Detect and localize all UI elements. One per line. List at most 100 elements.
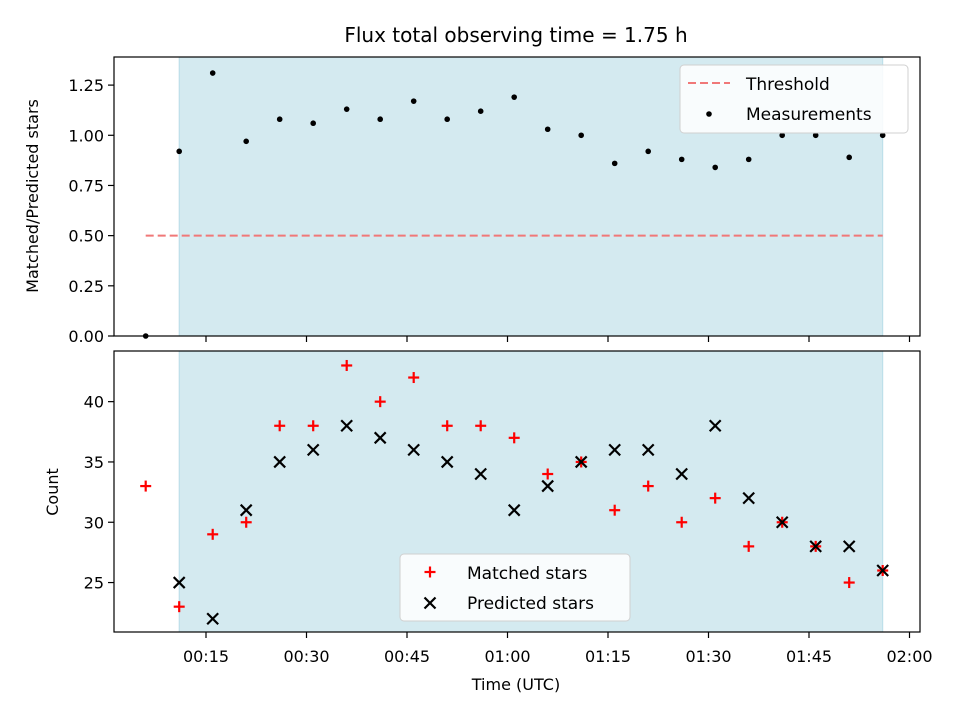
predicted-star-marker-14 — [641, 443, 655, 457]
predicted-star-marker-17 — [742, 491, 755, 505]
measurement-point-9 — [444, 116, 451, 123]
bottom-axes-frame — [113, 350, 921, 633]
legend-matched-swatch — [424, 566, 436, 578]
predicted-star-marker-18-b — [775, 515, 789, 529]
matched-star-marker-14 — [609, 504, 621, 516]
chart-title: Flux total observing time = 1.75 h — [344, 23, 687, 47]
bottom-x-ticks: 00:15 00:30 00:45 01:00 01:15 01:30 01:45 02:00 — [183, 632, 933, 666]
predicted-star-marker-1-b — [206, 612, 219, 626]
matched-star-marker-10 — [475, 420, 487, 432]
top-y-tick-label-5: 1.25 — [68, 76, 104, 95]
measurement-points-layer — [142, 70, 886, 339]
x-tick-label-5: 01:30 — [685, 647, 731, 666]
x-tick-label-4: 01:15 — [585, 647, 631, 666]
predicted-star-marker-6 — [373, 431, 387, 445]
predicted-star-marker-16 — [708, 419, 722, 433]
top-legend: Threshold Measurements — [679, 64, 909, 134]
measurement-point-18 — [745, 156, 752, 163]
predicted-star-marker-11 — [541, 479, 554, 493]
predicted-star-marker-18 — [775, 515, 789, 529]
bottom-y-tick-label-3: 40 — [84, 393, 104, 412]
measurement-point-11 — [511, 94, 517, 100]
matched-star-marker-17 — [709, 492, 721, 504]
matched-star-marker-7 — [374, 396, 386, 408]
predicted-star-marker-3 — [273, 455, 286, 469]
bottom-legend-box — [399, 553, 631, 622]
predicted-star-marker-7 — [407, 443, 420, 457]
top-panel: 0.00 0.25 0.50 0.75 1.00 1.25 Matched/Predict… — [23, 56, 921, 346]
legend-measurements-label: Measurements — [746, 105, 872, 125]
matched-star-marker-4 — [274, 420, 286, 432]
matched-star-marker-9 — [441, 420, 453, 432]
predicted-star-marker-5 — [340, 419, 353, 433]
measurement-point-13 — [578, 132, 584, 139]
legend-predicted-swatch — [423, 596, 437, 610]
top-axes-border — [113, 56, 921, 337]
predicted-star-marker-10-b — [507, 503, 521, 517]
predicted-star-marker-9-b — [474, 467, 487, 481]
matched-star-marker-12 — [542, 468, 554, 480]
top-y-tick-label-0: 0.00 — [68, 327, 104, 346]
star-count-points-layer — [140, 359, 889, 626]
predicted-star-marker-12-b — [574, 455, 588, 469]
measurement-point-2 — [209, 70, 216, 76]
measurement-point-21 — [846, 154, 852, 161]
predicted-star-marker-16-b — [708, 419, 722, 433]
measurement-point-19 — [779, 132, 785, 139]
predicted-star-marker-7-b — [407, 443, 420, 457]
predicted-star-marker-19-b — [809, 540, 822, 553]
matched-star-marker-3 — [240, 516, 252, 528]
measurement-point-4 — [276, 116, 283, 123]
predicted-star-marker-6-b — [373, 431, 387, 445]
bottom-axes-border — [113, 350, 921, 633]
measurement-point-15 — [645, 148, 651, 155]
predicted-star-marker-2 — [239, 503, 253, 517]
measurement-point-22 — [879, 132, 886, 139]
measurement-point-14 — [611, 160, 618, 167]
measurement-point-17 — [712, 164, 718, 171]
predicted-star-marker-8-b — [440, 455, 454, 469]
legend-measurements-swatch — [706, 111, 712, 117]
predicted-star-marker-21 — [876, 564, 889, 577]
measurement-point-1 — [176, 148, 182, 155]
measurement-point-20 — [812, 132, 819, 139]
predicted-star-marker-4-b — [306, 443, 320, 457]
matched-star-marker-18 — [743, 540, 755, 552]
predicted-star-marker-20 — [842, 540, 856, 553]
bottom-y-ticks: 25 30 35 40 — [84, 393, 114, 593]
predicted-star-marker-0-b — [172, 576, 186, 589]
predicted-star-marker-19 — [809, 540, 822, 553]
predicted-star-marker-20-b — [842, 540, 856, 553]
x-axis-label: Time (UTC) — [471, 675, 560, 694]
predicted-star-marker-4 — [306, 443, 320, 457]
predicted-star-marker-8 — [440, 455, 454, 469]
predicted-star-marker-17-b — [742, 491, 755, 505]
top-y-tick-label-2: 0.50 — [68, 227, 104, 246]
bottom-legend: Matched stars Predicted stars — [399, 553, 631, 622]
predicted-star-marker-13-b — [608, 443, 621, 457]
predicted-star-marker-14-b — [641, 443, 655, 457]
measurement-point-10 — [477, 108, 484, 114]
top-y-tick-label-1: 0.25 — [68, 277, 104, 296]
measurement-point-12 — [544, 126, 551, 133]
matched-star-marker-15 — [642, 480, 654, 492]
matched-star-marker-6 — [341, 359, 353, 371]
predicted-star-marker-11-b — [541, 479, 554, 493]
matched-star-marker-16 — [676, 516, 688, 528]
top-y-tick-label-3: 0.75 — [68, 176, 104, 195]
top-y-axis-label: Matched/Predicted stars — [23, 99, 42, 293]
measurement-point-7 — [377, 116, 384, 123]
x-tick-label-6: 01:45 — [786, 647, 832, 666]
predicted-star-marker-15 — [675, 467, 688, 481]
predicted-star-marker-12 — [574, 455, 588, 469]
predicted-star-marker-2-b — [239, 503, 253, 517]
top-axes-frame — [113, 56, 921, 337]
matched-star-marker-0 — [140, 480, 152, 492]
legend-predicted-swatch-b — [423, 596, 437, 610]
x-tick-label-3: 01:00 — [484, 647, 530, 666]
bottom-y-tick-label-0: 25 — [84, 574, 104, 593]
matched-star-marker-11 — [508, 432, 520, 444]
measurement-point-8 — [410, 98, 417, 104]
